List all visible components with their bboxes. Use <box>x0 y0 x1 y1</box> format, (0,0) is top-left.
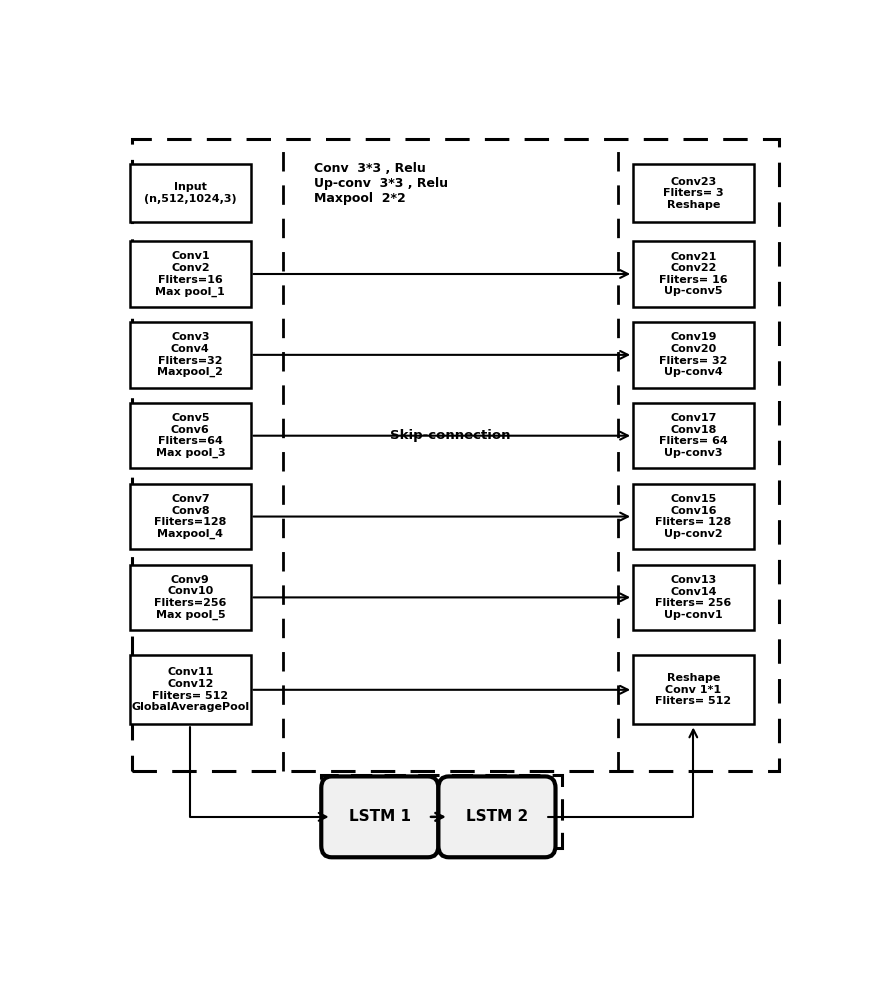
Text: Conv19
Conv20
Fliters= 32
Up-conv4: Conv19 Conv20 Fliters= 32 Up-conv4 <box>659 332 727 377</box>
Text: LSTM 2: LSTM 2 <box>466 809 528 824</box>
Bar <box>130 655 251 724</box>
Bar <box>130 565 251 630</box>
Text: Conv21
Conv22
Fliters= 16
Up-conv5: Conv21 Conv22 Fliters= 16 Up-conv5 <box>659 252 727 296</box>
Bar <box>633 484 754 549</box>
Text: Conv3
Conv4
Fliters=32
Maxpool_2: Conv3 Conv4 Fliters=32 Maxpool_2 <box>157 332 223 377</box>
Bar <box>130 484 251 549</box>
Text: Conv17
Conv18
Fliters= 64
Up-conv3: Conv17 Conv18 Fliters= 64 Up-conv3 <box>659 413 728 458</box>
Bar <box>321 774 563 848</box>
Text: Conv5
Conv6
Fliters=64
Max pool_3: Conv5 Conv6 Fliters=64 Max pool_3 <box>156 413 225 458</box>
Text: Conv7
Conv8
Fliters=128
Maxpool_4: Conv7 Conv8 Fliters=128 Maxpool_4 <box>154 494 227 539</box>
Text: Input
(n,512,1024,3): Input (n,512,1024,3) <box>144 182 236 204</box>
Text: Skip-connection: Skip-connection <box>390 429 510 442</box>
Text: LSTM 1: LSTM 1 <box>348 809 411 824</box>
Text: Conv23
Fliters= 3
Reshape: Conv23 Fliters= 3 Reshape <box>663 177 724 210</box>
Bar <box>633 164 754 222</box>
Text: Conv  3*3 , Relu
Up-conv  3*3 , Relu
Maxpool  2*2: Conv 3*3 , Relu Up-conv 3*3 , Relu Maxpo… <box>315 162 448 205</box>
FancyBboxPatch shape <box>321 776 438 857</box>
Text: Conv9
Conv10
Fliters=256
Max pool_5: Conv9 Conv10 Fliters=256 Max pool_5 <box>154 575 227 620</box>
Bar <box>130 403 251 468</box>
Bar <box>633 403 754 468</box>
FancyBboxPatch shape <box>438 776 556 857</box>
Bar <box>633 565 754 630</box>
Text: Conv13
Conv14
Fliters= 256
Up-conv1: Conv13 Conv14 Fliters= 256 Up-conv1 <box>655 575 732 620</box>
Bar <box>130 322 251 388</box>
Bar <box>132 139 780 771</box>
Text: Reshape
Conv 1*1
Fliters= 512: Reshape Conv 1*1 Fliters= 512 <box>655 673 732 706</box>
Bar <box>633 241 754 307</box>
Bar <box>130 241 251 307</box>
Text: Conv15
Conv16
Fliters= 128
Up-conv2: Conv15 Conv16 Fliters= 128 Up-conv2 <box>655 494 732 539</box>
Bar <box>633 655 754 724</box>
Text: Conv1
Conv2
Fliters=16
Max pool_1: Conv1 Conv2 Fliters=16 Max pool_1 <box>156 251 225 297</box>
Bar <box>130 164 251 222</box>
Text: Conv11
Conv12
Fliters= 512
GlobalAveragePool: Conv11 Conv12 Fliters= 512 GlobalAverage… <box>132 667 250 712</box>
Bar <box>633 322 754 388</box>
